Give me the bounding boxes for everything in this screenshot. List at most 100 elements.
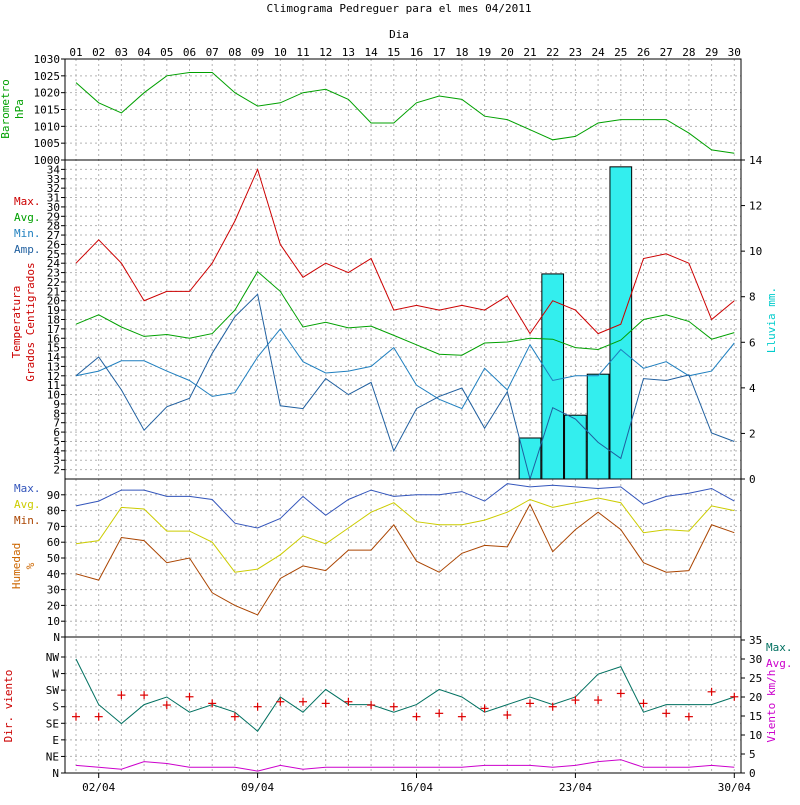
temperatura-ytick-label: 32 — [47, 182, 60, 195]
humedad-ytick-label: 10 — [47, 615, 60, 628]
humedad-ytick-label: 70 — [47, 520, 60, 533]
temperatura-ytick-label: 8 — [53, 407, 60, 420]
temperatura-ytick-label: 12 — [47, 370, 60, 383]
humedad-legend-Max.: Max. — [14, 482, 41, 495]
humedad-ytick-label: 20 — [47, 599, 60, 612]
temperatura-series-line — [75, 270, 735, 356]
barometro-ylabel: Barometro — [0, 79, 12, 139]
day-label-06: 06 — [183, 46, 196, 59]
viento-series-line — [75, 658, 735, 732]
temperatura-ytick-label: 20 — [47, 295, 60, 308]
temperatura-ylabel: Grados Centigrados — [24, 262, 37, 381]
viento-speed-label: 20 — [749, 691, 762, 704]
humedad-legend-Min.: Min. — [14, 514, 41, 527]
labels-layer: 01 02 03 04 05 06 07 08 09 10 11 12 13 14 15 16 17 18 19 20… — [0, 46, 793, 794]
humedad-ytick-label: 50 — [47, 552, 60, 565]
day-label-24: 24 — [591, 46, 605, 59]
temperatura-ytick-label: 33 — [47, 173, 60, 186]
day-label-23: 23 — [569, 46, 582, 59]
viento-speed-label: 30 — [749, 653, 762, 666]
viento-dir-label-E: E — [52, 734, 59, 747]
temperatura-legend-Max.: Max. — [14, 195, 41, 208]
rain-ylabel: Lluvia mm. — [765, 287, 778, 353]
temperatura-ytick-label: 30 — [47, 201, 60, 214]
date-label-30/04: 30/04 — [718, 781, 751, 794]
barometro-ytick-label: 1020 — [34, 87, 61, 100]
day-label-20: 20 — [501, 46, 514, 59]
viento-ylabel: Dir. viento — [2, 670, 15, 743]
temperatura-ytick-label: 2 — [53, 464, 60, 477]
barometro-ytick-label: 1030 — [34, 53, 61, 66]
temperatura-ytick-label: 15 — [47, 342, 60, 355]
temperatura-ytick-label: 31 — [47, 192, 60, 205]
temperatura-ytick-label: 9 — [53, 398, 60, 411]
viento-speed-label: 15 — [749, 710, 762, 723]
humedad-ytick-label: 90 — [47, 489, 60, 502]
grid-layer — [65, 58, 741, 774]
rain-ytick-label: 14 — [749, 154, 763, 167]
temperatura-series-line — [75, 293, 735, 481]
barometro-ytick-label: 1005 — [34, 137, 61, 150]
barometro-ytick-label: 1010 — [34, 120, 61, 133]
temperatura-ytick-label: 6 — [53, 426, 60, 439]
temperatura-ylabel: Temperatura — [10, 286, 23, 359]
rain-bar — [564, 414, 587, 480]
date-label-09/04: 09/04 — [241, 781, 274, 794]
temperatura-ytick-label: 3 — [53, 454, 60, 467]
day-label-03: 03 — [115, 46, 128, 59]
viento-speed-label: 0 — [749, 767, 756, 780]
temperatura-legend-Amp.: Amp. — [14, 243, 41, 256]
temperatura-ytick-label: 10 — [47, 389, 60, 402]
temperatura-ytick-label: 17 — [47, 323, 60, 336]
day-label-14: 14 — [364, 46, 378, 59]
temperatura-ytick-label: 18 — [47, 314, 60, 327]
day-label-18: 18 — [455, 46, 468, 59]
rain-bar — [518, 437, 542, 480]
day-label-22: 22 — [546, 46, 559, 59]
viento-dir-label-W: W — [52, 668, 59, 681]
temperatura-ytick-label: 7 — [53, 417, 60, 430]
date-label-16/04: 16/04 — [400, 781, 433, 794]
humedad-series-line — [75, 503, 735, 616]
temperatura-ytick-label: 5 — [53, 435, 60, 448]
rain-ytick-label: 0 — [749, 473, 756, 486]
humedad-ytick-label: 30 — [47, 584, 60, 597]
barometro-ytick-label: 1015 — [34, 104, 61, 117]
temperatura-ytick-label: 28 — [47, 220, 60, 233]
humedad-ylabel: % — [24, 562, 37, 569]
axes-layer — [61, 58, 745, 778]
temperatura-ytick-label: 24 — [47, 257, 61, 270]
rain-ytick-label: 2 — [749, 427, 756, 440]
day-label-02: 02 — [92, 46, 105, 59]
viento-speed-label: 10 — [749, 729, 762, 742]
temperatura-ytick-label: 34 — [47, 163, 61, 176]
temperatura-ytick-label: 25 — [47, 248, 60, 261]
day-label-29: 29 — [705, 46, 718, 59]
rain-ytick-label: 4 — [749, 382, 756, 395]
temperatura-ytick-label: 26 — [47, 238, 60, 251]
temperatura-legend-Min.: Min. — [14, 227, 41, 240]
day-label-09: 09 — [251, 46, 264, 59]
day-label-01: 01 — [69, 46, 82, 59]
day-label-25: 25 — [614, 46, 627, 59]
viento-legend-Max.: Max. — [766, 641, 793, 654]
rain-ytick-label: 10 — [749, 245, 762, 258]
rain-bar — [586, 373, 610, 480]
humedad-legend-Avg.: Avg. — [14, 498, 41, 511]
viento-dir-label-NW: NW — [46, 651, 60, 664]
day-label-21: 21 — [523, 46, 536, 59]
day-label-26: 26 — [637, 46, 650, 59]
day-label-07: 07 — [206, 46, 219, 59]
temperatura-series-line — [75, 328, 735, 410]
day-label-05: 05 — [160, 46, 173, 59]
date-label-23/04: 23/04 — [559, 781, 592, 794]
day-label-11: 11 — [296, 46, 309, 59]
viento-right-ylabel: Viento km/h — [765, 670, 778, 743]
viento-speed-label: 35 — [749, 634, 762, 647]
temperatura-ytick-label: 19 — [47, 304, 60, 317]
day-label-16: 16 — [410, 46, 423, 59]
temperatura-ytick-label: 22 — [47, 276, 60, 289]
day-label-27: 27 — [660, 46, 673, 59]
day-label-30: 30 — [728, 46, 741, 59]
